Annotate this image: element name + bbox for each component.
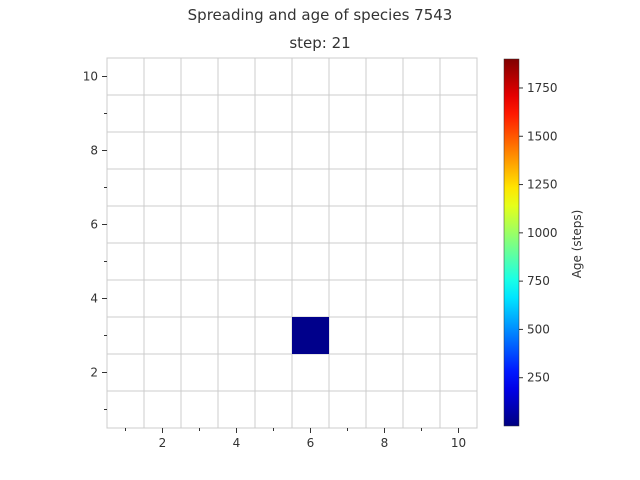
heatmap-cell bbox=[292, 317, 329, 354]
colorbar-tick-label: 1500 bbox=[527, 129, 558, 143]
colorbar-tick-label: 750 bbox=[527, 274, 550, 288]
x-tick-label: 6 bbox=[307, 436, 315, 450]
y-axis: 2 4 6 8 10 bbox=[83, 70, 107, 410]
colorbar-tick-label: 1750 bbox=[527, 81, 558, 95]
colorbar-ticks: 250 500 750 1000 1250 1500 1750 bbox=[519, 81, 558, 385]
grid-lines bbox=[106, 57, 478, 429]
cells-layer bbox=[292, 317, 329, 354]
y-tick-label: 6 bbox=[90, 218, 98, 232]
x-axis: 2 4 6 8 10 bbox=[125, 428, 466, 450]
colorbar bbox=[503, 58, 520, 427]
y-tick-label: 2 bbox=[90, 366, 98, 380]
chart-title: Spreading and age of species 7543 bbox=[187, 6, 453, 24]
colorbar-tick-label: 1000 bbox=[527, 226, 558, 240]
y-tick-label: 10 bbox=[83, 70, 98, 84]
chart-subtitle: step: 21 bbox=[289, 34, 351, 52]
plot-frame bbox=[106, 57, 478, 429]
colorbar-label: Age (steps) bbox=[570, 209, 584, 279]
colorbar-tick-label: 500 bbox=[527, 322, 550, 336]
x-tick-label: 8 bbox=[381, 436, 389, 450]
colorbar-tick-label: 1250 bbox=[527, 178, 558, 192]
y-tick-label: 8 bbox=[90, 144, 98, 158]
x-tick-label: 10 bbox=[451, 436, 466, 450]
y-tick-label: 4 bbox=[90, 292, 98, 306]
x-tick-label: 4 bbox=[233, 436, 241, 450]
colorbar-tick-label: 250 bbox=[527, 371, 550, 385]
x-tick-label: 2 bbox=[159, 436, 167, 450]
